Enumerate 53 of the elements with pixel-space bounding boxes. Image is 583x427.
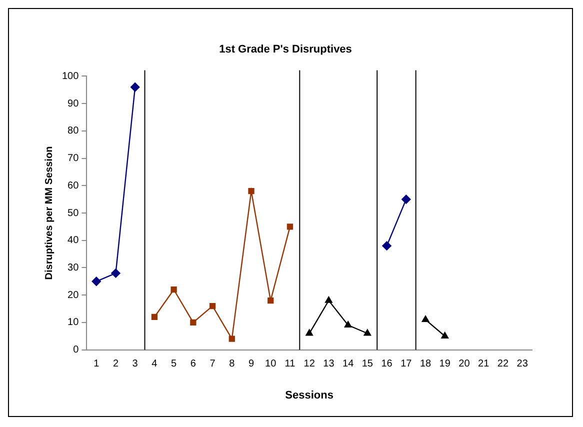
x-tick-label: 20 <box>458 358 470 370</box>
x-tick-label: 11 <box>284 358 296 370</box>
y-tick-label: 60 <box>68 180 80 192</box>
x-tick-label: 1 <box>94 358 100 370</box>
x-tick-label: 14 <box>342 358 354 370</box>
x-tick-label: 7 <box>210 358 216 370</box>
point <box>190 319 196 326</box>
point <box>111 268 120 278</box>
point <box>92 276 101 286</box>
x-tick-label: 3 <box>132 358 138 370</box>
y-tick-label: 70 <box>68 153 80 164</box>
x-tick-label: 19 <box>439 358 451 370</box>
x-tick-label: 18 <box>420 358 432 370</box>
point <box>306 329 313 336</box>
x-tick-label: 6 <box>190 358 196 370</box>
y-tick-label: 80 <box>68 126 80 137</box>
y-tick-label: 100 <box>62 70 80 82</box>
y-axis-title: Disruptives per MM Session <box>44 146 55 280</box>
y-tick-label: 10 <box>68 317 80 328</box>
point <box>209 302 216 310</box>
x-tick-label: 8 <box>229 358 236 370</box>
x-tick-label: 21 <box>478 358 490 370</box>
x-tick-label: 16 <box>381 358 393 370</box>
x-tick-label: 10 <box>265 358 277 370</box>
y-tick-label: 0 <box>73 344 80 356</box>
x-tick-label: 22 <box>497 358 509 370</box>
y-tick-label: 50 <box>68 208 80 219</box>
point <box>344 321 352 328</box>
point <box>151 314 158 320</box>
x-tick-label: 15 <box>362 358 374 370</box>
point <box>325 296 332 303</box>
x-tick-label: 17 <box>400 358 412 370</box>
point <box>248 188 254 194</box>
point <box>228 336 235 342</box>
x-tick-label: 9 <box>248 358 254 370</box>
x-tick-label: 13 <box>323 358 335 370</box>
point <box>402 194 411 204</box>
point <box>286 224 294 230</box>
y-tick-label: 40 <box>68 235 80 246</box>
x-tick-label: 5 <box>171 358 178 370</box>
point <box>268 297 274 304</box>
point <box>364 329 372 336</box>
point <box>382 241 392 250</box>
y-tick-label: 30 <box>68 262 80 274</box>
x-tick-label: 4 <box>152 358 158 370</box>
point <box>170 286 177 293</box>
y-tick-label: 90 <box>68 98 80 110</box>
x-tick-label: 12 <box>304 358 316 370</box>
y-tick-label: 20 <box>68 290 80 301</box>
chart-title: 1st Grade P's Disruptives <box>219 44 352 56</box>
x-tick-label: 2 <box>112 358 119 370</box>
point <box>130 82 140 92</box>
x-tick-label: 23 <box>516 358 528 370</box>
